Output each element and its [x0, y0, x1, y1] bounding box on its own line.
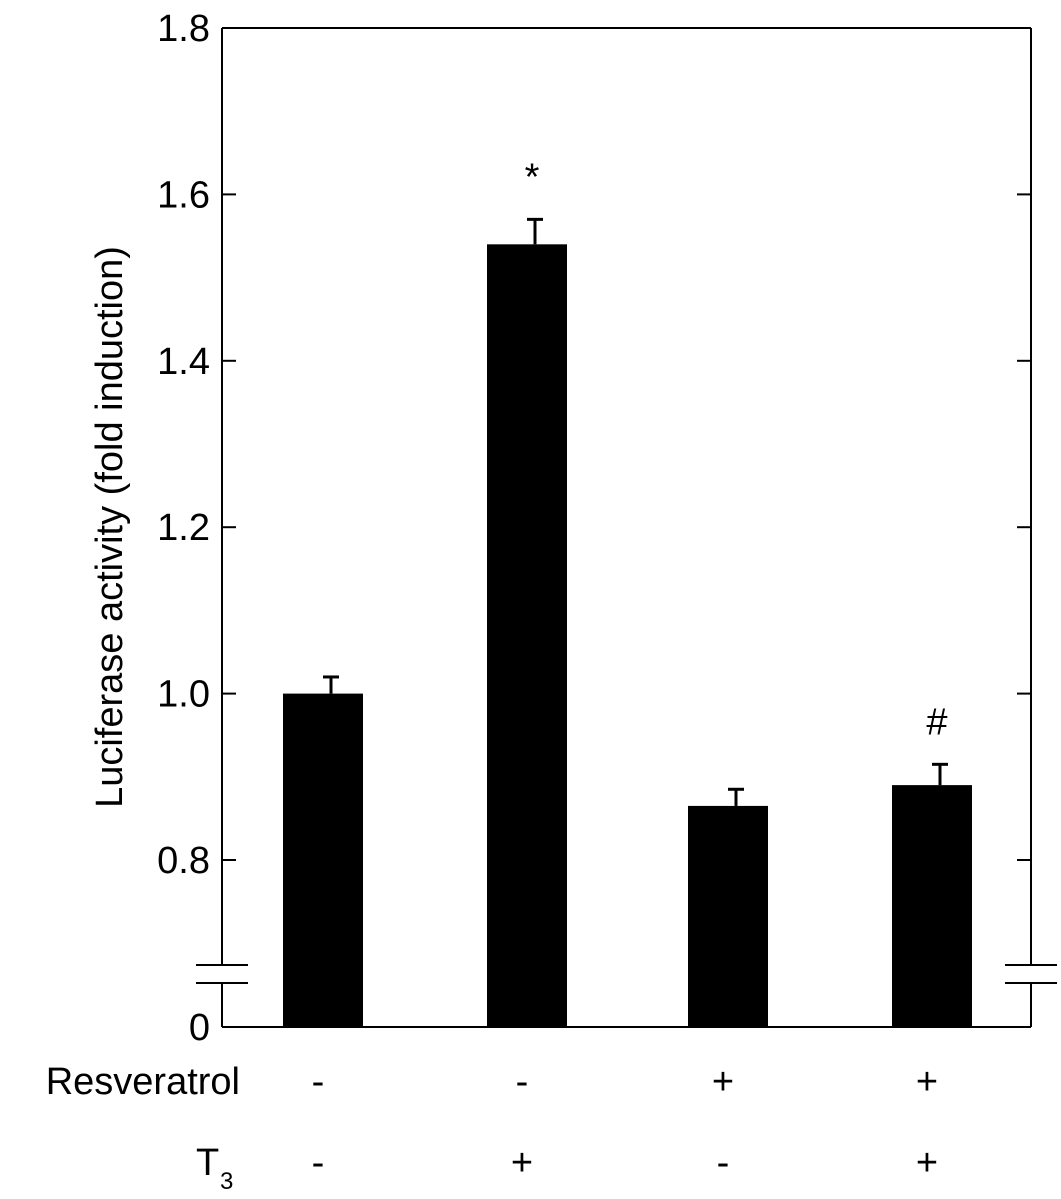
significance-mark: # — [926, 701, 947, 743]
condition-mark: + — [916, 1142, 938, 1184]
condition-mark: + — [712, 1061, 734, 1103]
significance-mark: * — [525, 156, 540, 198]
bar — [283, 693, 363, 1027]
condition-mark: - — [312, 1061, 325, 1103]
condition-row-label: Resveratrol — [46, 1061, 240, 1103]
y-tick-label: 1.2 — [157, 507, 210, 549]
y-tick-label: 1.6 — [157, 174, 210, 216]
bar — [487, 244, 567, 1027]
y-axis-ticks: 0.8 1.0 1.2 1.4 1.6 1.8 0 — [157, 8, 1031, 1049]
condition-mark: + — [511, 1142, 533, 1184]
y-tick-label: 1.4 — [157, 341, 210, 383]
condition-table: Resveratrol - - + + T 3 - + - + — [46, 1061, 938, 1195]
y-tick-label: 1.8 — [157, 8, 210, 50]
y-axis-title: Luciferase activity (fold induction) — [89, 246, 131, 808]
condition-mark: - — [516, 1061, 529, 1103]
bar — [688, 805, 768, 1027]
bar — [892, 785, 972, 1027]
condition-mark: - — [717, 1142, 730, 1184]
condition-mark: + — [916, 1061, 938, 1103]
y-tick-label: 1.0 — [157, 674, 210, 716]
y-tick-label: 0.8 — [157, 840, 210, 882]
condition-mark: - — [312, 1142, 325, 1184]
y-tick-label: 0 — [189, 1007, 210, 1049]
condition-row-label: T — [196, 1142, 219, 1184]
significance-annotations: *# — [525, 156, 948, 743]
condition-row-subscript: 3 — [220, 1168, 233, 1195]
bar-group — [283, 217, 972, 1027]
